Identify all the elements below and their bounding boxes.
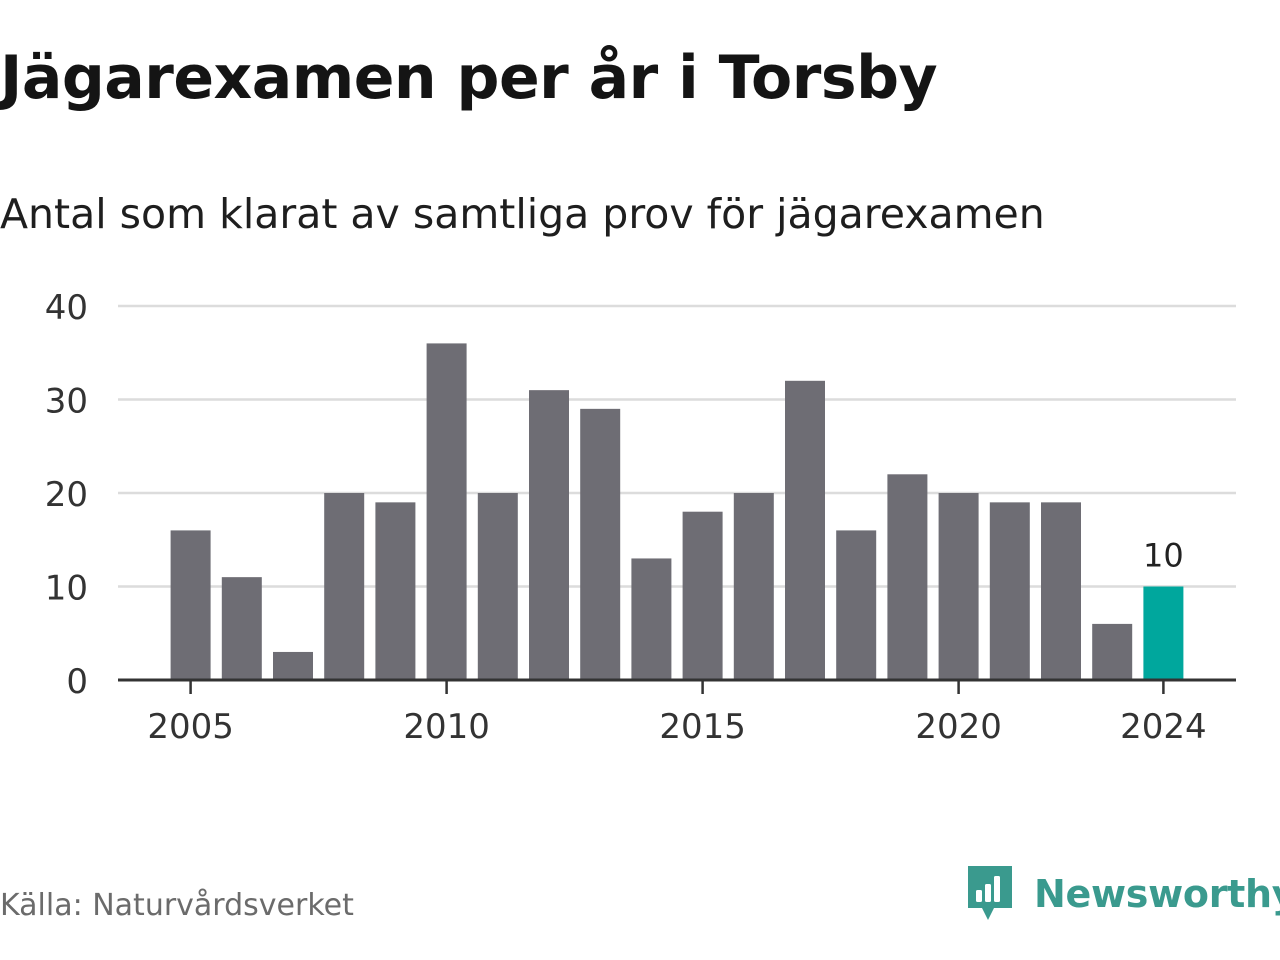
y-tick-label: 20 — [45, 475, 88, 515]
bar-2008 — [324, 493, 365, 680]
y-tick-label: 40 — [45, 288, 88, 328]
bar-2023 — [1092, 623, 1133, 680]
y-tick-label: 0 — [66, 662, 88, 702]
bar-2012 — [529, 390, 569, 680]
x-tick-label: 2010 — [403, 707, 490, 747]
bar-2015 — [682, 511, 723, 680]
source-note: Källa: Naturvårdsverket — [0, 888, 354, 923]
bar-2024 — [1143, 586, 1184, 680]
bar-2005 — [170, 530, 211, 680]
bar-2022 — [1041, 502, 1081, 680]
bar-2009 — [375, 502, 416, 680]
bar-2017 — [785, 380, 825, 680]
x-tick-label: 2024 — [1120, 707, 1207, 747]
newsworthy-logo-text: Newsworthy — [1034, 872, 1280, 916]
bar-2014 — [631, 558, 672, 680]
y-tick-label: 10 — [45, 569, 88, 609]
chart-subtitle: Antal som klarat av samtliga prov för jä… — [0, 190, 1045, 238]
bar-2013 — [580, 408, 621, 680]
bar-2016 — [733, 493, 774, 680]
bar-2018 — [836, 530, 877, 680]
y-tick-label: 30 — [45, 382, 88, 422]
x-tick-label: 2015 — [659, 707, 746, 747]
bar-2006 — [221, 577, 262, 680]
newsworthy-logo: Newsworthy — [964, 862, 1280, 926]
bar-2007 — [273, 651, 313, 680]
bar-2019 — [887, 474, 928, 680]
bar-2021 — [989, 502, 1030, 680]
newsworthy-logo-icon — [968, 866, 1012, 920]
bar-2011 — [477, 493, 518, 680]
data-label-2024: 10 — [1143, 537, 1184, 575]
bar-2010 — [426, 343, 467, 680]
chart-title: Jägarexamen per år i Torsby — [0, 43, 938, 113]
x-tick-label: 2005 — [147, 707, 234, 747]
bar-2020 — [938, 493, 979, 680]
x-tick-label: 2020 — [915, 707, 1002, 747]
